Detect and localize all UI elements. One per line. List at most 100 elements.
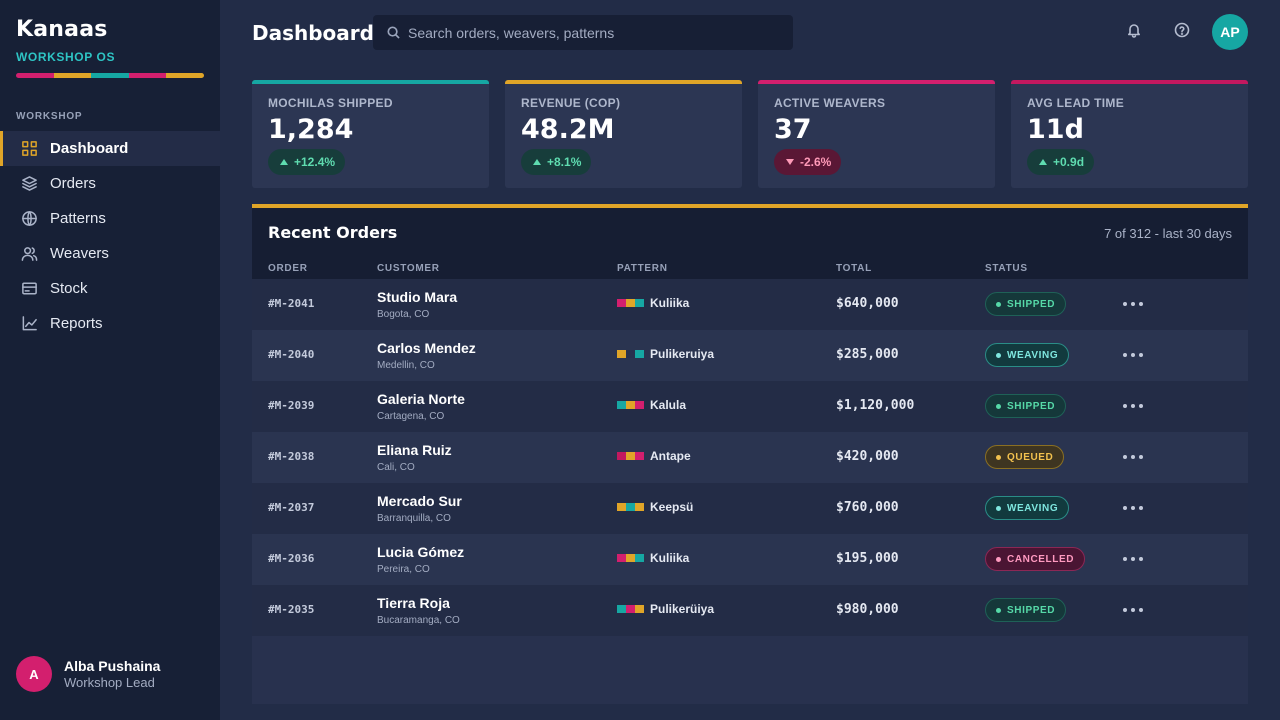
sidebar-item-label: Reports (50, 315, 103, 332)
sidebar-item-patterns[interactable]: Patterns (0, 201, 220, 236)
order-id[interactable]: #M-2039 (268, 399, 315, 412)
pattern-swatch (617, 452, 644, 460)
customer-city: Bogota, CO (377, 309, 430, 320)
kpi-accent-bar (505, 80, 742, 84)
column-header-customer[interactable]: CUSTOMER (377, 263, 440, 274)
more-dots-icon (1139, 608, 1143, 612)
sidebar-item-stock[interactable]: Stock (0, 271, 220, 306)
customer-city: Medellin, CO (377, 360, 435, 371)
column-header-pattern[interactable]: PATTERN (617, 263, 668, 274)
customer-name[interactable]: Studio Mara (377, 289, 458, 305)
customer-name[interactable]: Tierra Roja (377, 595, 450, 611)
search-icon (387, 26, 400, 39)
pattern-cell: Kalula (617, 398, 686, 412)
sidebar-item-weavers[interactable]: Weavers (0, 236, 220, 271)
pattern-swatch-stripe (626, 554, 635, 562)
pattern-swatch-stripe (617, 503, 626, 511)
order-total: $760,000 (836, 500, 899, 515)
kpi-delta-value: +12.4% (294, 155, 336, 169)
order-id[interactable]: #M-2038 (268, 450, 315, 463)
panel-accent-bar (252, 204, 1248, 208)
customer-name[interactable]: Eliana Ruiz (377, 442, 452, 458)
customer-name[interactable]: Galeria Norte (377, 391, 465, 407)
customer-name[interactable]: Lucia Gómez (377, 544, 465, 560)
orders-title: Recent Orders (268, 223, 398, 242)
pattern-swatch-stripe (635, 401, 644, 409)
row-actions-button[interactable] (1123, 602, 1143, 618)
row-actions-button[interactable] (1123, 296, 1143, 312)
help-button[interactable] (1172, 22, 1192, 42)
row-actions-button[interactable] (1123, 347, 1143, 363)
pattern-swatch-stripe (635, 299, 644, 307)
row-actions-button[interactable] (1123, 500, 1143, 516)
table-row[interactable]: #M-2036 Lucia Gómez Pereira, CO Kuliika $195… (252, 534, 1248, 585)
more-dots-icon (1123, 455, 1127, 459)
pattern-name: Antape (650, 449, 691, 463)
order-id[interactable]: #M-2037 (268, 501, 315, 514)
table-row[interactable]: #M-2035 Tierra Roja Bucaramanga, CO Puliker… (252, 585, 1248, 636)
more-dots-icon (1131, 353, 1135, 357)
more-dots-icon (1123, 608, 1127, 612)
order-id[interactable]: #M-2035 (268, 603, 315, 616)
sidebar-item-label: Patterns (50, 210, 106, 227)
kpi-card: REVENUE (COP) 48.2M +8.1% (505, 80, 742, 188)
kpi-delta-badge: +8.1% (521, 149, 592, 175)
search-input[interactable] (408, 24, 788, 41)
sidebar-item-label: Orders (50, 175, 96, 192)
users-icon (20, 245, 38, 263)
table-row[interactable]: #M-2037 Mercado Sur Barranquilla, CO Keepsü… (252, 483, 1248, 534)
current-user[interactable]: A Alba Pushaina Workshop Lead (16, 656, 160, 692)
row-actions-button[interactable] (1123, 551, 1143, 567)
pattern-cell: Kuliika (617, 296, 689, 310)
orders-meta: 7 of 312 - last 30 days (1104, 226, 1232, 241)
order-id[interactable]: #M-2036 (268, 552, 315, 565)
more-dots-icon (1139, 404, 1143, 408)
card-icon (20, 280, 38, 298)
order-id[interactable]: #M-2040 (268, 348, 315, 361)
kpi-delta-value: -2.6% (800, 155, 832, 169)
kpi-label: AVG LEAD TIME (1027, 96, 1125, 110)
more-dots-icon (1123, 353, 1127, 357)
pattern-swatch (617, 299, 644, 307)
column-header-status[interactable]: STATUS (985, 263, 1028, 274)
brand-title: Kanaas (16, 17, 108, 42)
column-header-order[interactable]: ORDER (268, 263, 308, 274)
pattern-cell: Pulikeruiya (617, 347, 714, 361)
table-row[interactable]: #M-2041 Studio Mara Bogota, CO Kuliika $640,… (252, 279, 1248, 330)
customer-name[interactable]: Mercado Sur (377, 493, 462, 509)
row-actions-button[interactable] (1123, 398, 1143, 414)
page-title: Dashboard (252, 21, 374, 45)
bell-icon (1126, 22, 1142, 43)
order-id[interactable]: #M-2041 (268, 297, 315, 310)
sidebar-item-dashboard[interactable]: Dashboard (0, 131, 220, 166)
header-avatar[interactable]: AP (1212, 14, 1248, 50)
row-actions-button[interactable] (1123, 449, 1143, 465)
column-header-total[interactable]: TOTAL (836, 263, 872, 274)
order-total: $1,120,000 (836, 398, 915, 413)
kpi-delta-badge: +0.9d (1027, 149, 1095, 175)
brand-stripe-segment (166, 73, 204, 78)
table-row[interactable]: #M-2039 Galeria Norte Cartagena, CO Kalula $… (252, 381, 1248, 432)
table-row[interactable]: #M-2040 Carlos Mendez Medellin, CO Pulikeru… (252, 330, 1248, 381)
brand-stripe-segment (53, 73, 92, 78)
status-badge: WEAVING (985, 496, 1070, 520)
table-row[interactable]: #M-2038 Eliana Ruiz Cali, CO Antape $420,000… (252, 432, 1248, 483)
sidebar-item-reports[interactable]: Reports (0, 306, 220, 341)
search-bar[interactable] (373, 15, 793, 50)
status-badge: SHIPPED (985, 394, 1067, 418)
grid-icon (20, 140, 38, 158)
pattern-swatch-stripe (617, 401, 626, 409)
kpi-accent-bar (252, 80, 489, 84)
more-dots-icon (1139, 557, 1143, 561)
pattern-cell: Antape (617, 449, 691, 463)
status-badge: QUEUED (985, 445, 1065, 469)
pattern-swatch (617, 350, 644, 358)
notifications-button[interactable] (1124, 22, 1144, 42)
triangle-up-icon (1039, 159, 1047, 165)
pattern-swatch (617, 503, 644, 511)
more-dots-icon (1139, 302, 1143, 306)
sidebar-item-orders[interactable]: Orders (0, 166, 220, 201)
status-badge: CANCELLED (985, 547, 1086, 571)
customer-name[interactable]: Carlos Mendez (377, 340, 476, 356)
more-dots-icon (1139, 455, 1143, 459)
